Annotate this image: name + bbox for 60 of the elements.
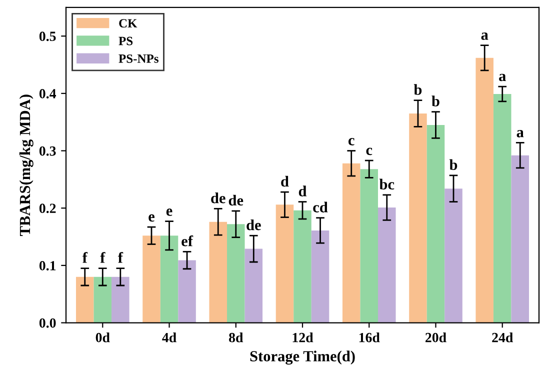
- bar: [276, 204, 294, 323]
- bar: [311, 230, 330, 323]
- bar: [142, 236, 160, 323]
- annotation: a: [499, 74, 506, 82]
- annotation: e: [166, 208, 172, 216]
- x-tick-label: 20d: [426, 332, 446, 342]
- legend-label: PS-NPs: [118, 54, 158, 63]
- x-tick-label: 4d: [162, 332, 176, 342]
- legend-label: PS: [118, 36, 133, 46]
- annotation: a: [516, 130, 524, 138]
- annotation: de: [228, 194, 244, 206]
- bar: [409, 113, 427, 323]
- annotation: f: [118, 252, 124, 263]
- y-tick-label: 0.4: [39, 89, 56, 98]
- x-tick-label: 8d: [229, 332, 244, 342]
- x-tick-label: 16d: [359, 332, 380, 342]
- annotation: a: [481, 32, 488, 40]
- bar: [76, 276, 94, 323]
- y-tick-label: 0.3: [39, 146, 56, 156]
- y-tick-label: 0.5: [39, 32, 56, 42]
- bar: [294, 210, 312, 323]
- bar: [227, 224, 245, 323]
- y-tick-label: 0.1: [39, 261, 56, 270]
- bar: [178, 260, 196, 323]
- bar: [160, 236, 178, 323]
- bar: [209, 222, 227, 323]
- annotation: ef: [182, 235, 194, 246]
- bar: [94, 276, 112, 323]
- bar: [378, 208, 396, 323]
- annotation: b: [449, 159, 458, 170]
- bar: [493, 94, 512, 323]
- y-tick-label: 0.0: [39, 318, 56, 328]
- legend-label: CK: [119, 19, 138, 28]
- annotation: c: [366, 148, 372, 156]
- annotation: d: [298, 186, 307, 196]
- annotation: de: [211, 192, 226, 204]
- y-axis-title: TBARS(mg/kg MDA): [19, 94, 34, 236]
- bar: [244, 248, 263, 323]
- bar: [476, 58, 494, 323]
- x-tick-label: 12d: [292, 332, 314, 342]
- annotation: e: [148, 214, 154, 222]
- bar: [360, 169, 378, 323]
- annotation: cd: [313, 202, 328, 212]
- bar: [444, 188, 462, 323]
- annotation: d: [281, 176, 289, 187]
- bar: [342, 163, 360, 323]
- annotation: b: [414, 84, 422, 95]
- bar: [112, 276, 130, 323]
- annotation: f: [100, 252, 106, 263]
- bar: [511, 155, 530, 323]
- annotation: b: [432, 96, 440, 106]
- annotation: bc: [379, 178, 394, 190]
- x-axis-title: Storage Time(d): [250, 350, 355, 365]
- bar: [426, 124, 445, 323]
- x-tick-label: 24d: [492, 332, 514, 342]
- y-tick-label: 0.2: [39, 204, 56, 214]
- annotation: de: [246, 219, 261, 230]
- annotation: f: [82, 252, 88, 263]
- x-tick-label: 0d: [96, 332, 110, 342]
- annotation: c: [348, 138, 354, 146]
